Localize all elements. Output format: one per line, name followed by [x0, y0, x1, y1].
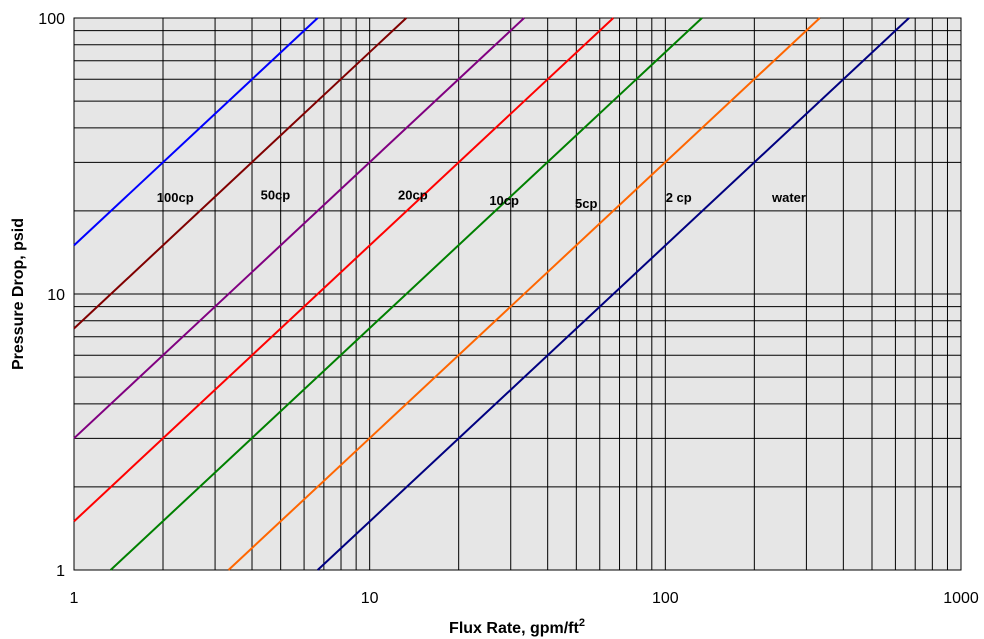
- series-label-3: 10cp: [489, 193, 519, 208]
- series-line-4: [109, 17, 703, 571]
- series-line-0: [73, 17, 319, 247]
- x-tick-labels: 1 10 100 1000: [70, 590, 979, 607]
- series-label-4: 5cp: [575, 196, 597, 211]
- y-tick-label-1: 10: [47, 287, 65, 304]
- y-tick-label-2: 100: [38, 11, 65, 28]
- series-line-3: [73, 17, 615, 523]
- series-line-6: [316, 17, 910, 571]
- series-label-5: 2 cp: [666, 190, 692, 205]
- series-label-0: 100cp: [157, 190, 194, 205]
- series-group: [73, 17, 910, 571]
- series-line-5: [227, 17, 821, 571]
- x-tick-label-2: 100: [652, 590, 679, 607]
- series-line-2: [73, 17, 525, 440]
- x-axis-title-superscript: 2: [579, 617, 585, 629]
- x-tick-label-1: 10: [361, 590, 379, 607]
- series-line-1: [73, 17, 407, 330]
- series-label-2: 20cp: [398, 187, 428, 202]
- x-tick-label-3: 1000: [943, 590, 979, 607]
- x-axis-title-text: Flux Rate, gpm/ft: [449, 620, 579, 637]
- series-label-1: 50cp: [261, 187, 291, 202]
- plot-border: [73, 17, 962, 571]
- series-labels: 100cp 50cp 20cp 10cp 5cp 2 cp water: [157, 187, 806, 210]
- x-tick-label-0: 1: [70, 590, 79, 607]
- y-axis-title: Pressure Drop, psid: [10, 218, 27, 370]
- x-axis-title: Flux Rate, gpm/ft2: [449, 617, 585, 637]
- y-tick-label-0: 1: [56, 563, 65, 580]
- grid: [73, 17, 962, 571]
- y-tick-labels: 1 10 100: [38, 11, 65, 580]
- series-label-6: water: [771, 190, 806, 205]
